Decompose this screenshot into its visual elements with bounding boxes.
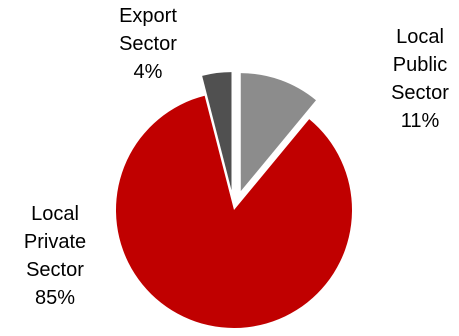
label-local-private-sector: Local Private Sector 85%	[24, 203, 86, 309]
slice-category-label: Sector	[119, 33, 177, 55]
slice-category-label: Export	[119, 5, 177, 27]
slice-category-label: Private	[24, 231, 86, 253]
slice-category-label: Public	[393, 54, 447, 76]
slice-category-label: Sector	[26, 259, 84, 281]
slice-local-private-sector	[115, 95, 352, 328]
slice-local-public-sector	[240, 73, 316, 192]
pie-labels: Local Public Sector 11% Local Private Sector 85…	[24, 5, 449, 309]
slice-category-label: Local	[396, 26, 444, 48]
slice-category-label: Sector	[391, 82, 449, 104]
label-local-public-sector: Local Public Sector 11%	[391, 26, 449, 132]
label-export-sector: Export Sector 4%	[119, 5, 177, 83]
slice-value-label: 11%	[401, 110, 440, 132]
pie-slices	[115, 72, 352, 328]
slice-value-label: 85%	[35, 287, 75, 309]
slice-category-label: Local	[31, 203, 79, 225]
slice-value-label: 4%	[134, 61, 163, 83]
slice-export-sector	[202, 72, 232, 191]
